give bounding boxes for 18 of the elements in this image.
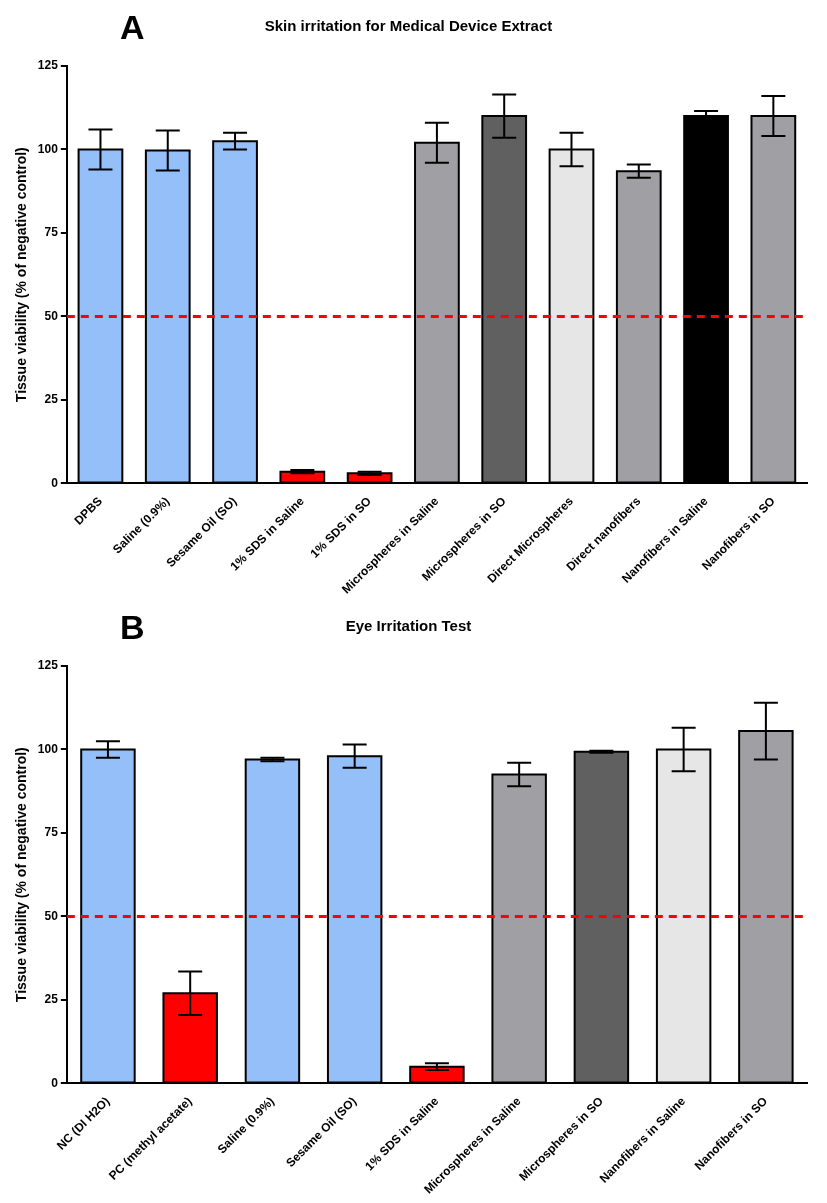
y-tick-label: 0 <box>51 1075 59 1090</box>
y-tick-label: 50 <box>44 908 59 923</box>
y-tick-label: 50 <box>44 308 59 323</box>
text: B <box>120 608 145 647</box>
y-tick-label: 75 <box>44 225 59 240</box>
y-tick-label: 75 <box>44 825 59 840</box>
y-tick-label: 25 <box>44 992 59 1007</box>
y-axis-title: Tissue viability (% of negative control) <box>13 147 30 403</box>
chart-title: Skin irritation for Medical Device Extract <box>264 17 553 35</box>
text: A <box>120 8 145 47</box>
y-tick-label: 125 <box>37 658 59 673</box>
y-tick-label: 0 <box>51 475 59 490</box>
y-tick-label: 100 <box>37 741 59 756</box>
y-tick-label: 25 <box>44 392 59 407</box>
chart-title: Eye Irritation Test <box>345 617 472 635</box>
y-tick-label: 125 <box>37 58 59 73</box>
y-axis-title: Tissue viability (% of negative control) <box>13 747 30 1003</box>
y-tick-label: 100 <box>37 141 59 156</box>
